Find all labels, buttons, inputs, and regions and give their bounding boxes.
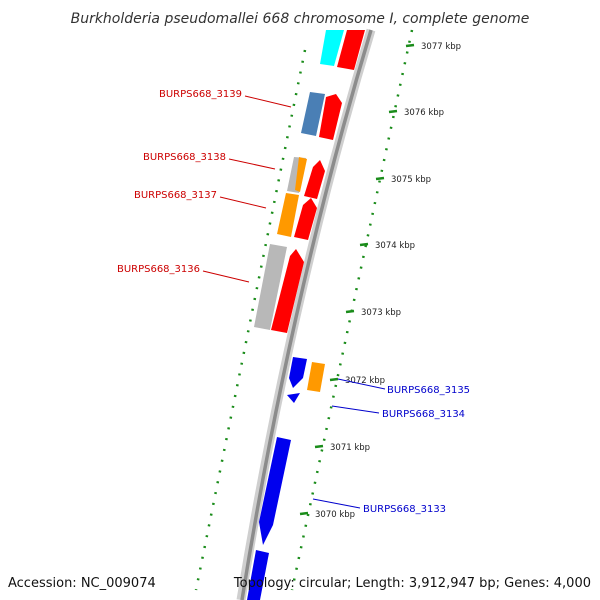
tick-mark — [345, 309, 355, 314]
gene-label: BURPS668_3133 — [363, 504, 446, 515]
gene-red-3138 — [304, 160, 325, 199]
gene-red-3136 — [271, 249, 304, 333]
gene-leader-line — [219, 196, 267, 209]
tick-mark — [359, 242, 369, 247]
tick-mark — [329, 377, 339, 382]
tick-label: 3073 kbp — [361, 308, 401, 318]
gene-label: BURPS668_3136 — [117, 264, 200, 275]
tick-label: 3076 kbp — [404, 108, 444, 118]
map-title: Burkholderia pseudomallei 668 chromosome… — [71, 11, 530, 27]
tick-mark — [405, 43, 415, 48]
gene-leader-line — [228, 158, 276, 170]
accession-text: Accession: NC_009074 — [8, 576, 156, 591]
gene-grey-3136 — [254, 244, 287, 330]
gene-red-3139 — [319, 94, 342, 140]
gene-steelblue-3139 — [301, 92, 325, 136]
tick-mark — [388, 109, 398, 114]
gene-blue-3133 — [259, 437, 291, 545]
gene-labels: BURPS668_3139 BURPS668_3138 BURPS668_3137 B… — [117, 89, 470, 515]
gene-leader-line — [244, 95, 292, 108]
backbone-line — [240, 29, 373, 600]
gene-blue-3134 — [287, 393, 300, 403]
gene-orange-3137 — [277, 193, 299, 237]
tick-label: 3070 kbp — [315, 510, 355, 520]
gene-leader-line — [337, 378, 386, 390]
tick-label: 3071 kbp — [330, 443, 370, 453]
tick-mark — [314, 444, 324, 449]
gene-blue-3135 — [289, 357, 307, 388]
summary-text: Topology: circular; Length: 3,912,947 bp… — [233, 576, 591, 591]
tick-label: 3074 kbp — [375, 241, 415, 251]
tick-mark — [299, 511, 309, 516]
inner-ring-dots — [194, 49, 307, 591]
chromosome-backbone — [236, 28, 376, 600]
gene-label: BURPS668_3134 — [382, 409, 465, 420]
gene-cyan-top — [320, 30, 344, 66]
gene-label: BURPS668_3135 — [387, 385, 470, 396]
gene-red-3137 — [294, 198, 317, 240]
gene-leader-line — [202, 270, 250, 283]
tick-mark — [375, 176, 385, 181]
reverse-genes — [247, 357, 325, 600]
gene-label: BURPS668_3138 — [143, 152, 226, 163]
gene-blue-bottom — [247, 550, 269, 600]
tick-marks: 3077 kbp 3076 kbp 3075 kbp 3074 kbp 3073 kbp… — [299, 42, 461, 520]
tick-label: 3072 kbp — [345, 376, 385, 386]
inner-tick-ring — [194, 49, 307, 591]
gene-label: BURPS668_3139 — [159, 89, 242, 100]
forward-genes — [254, 30, 365, 333]
gene-orange-3138 — [295, 157, 307, 192]
gene-red-top — [337, 30, 365, 70]
gene-leader-line — [331, 405, 380, 414]
gene-orange-3135 — [307, 362, 325, 392]
gene-leader-line — [312, 498, 361, 509]
tick-label: 3075 kbp — [391, 175, 431, 185]
gene-label: BURPS668_3137 — [134, 190, 217, 201]
tick-label: 3077 kbp — [421, 42, 461, 52]
